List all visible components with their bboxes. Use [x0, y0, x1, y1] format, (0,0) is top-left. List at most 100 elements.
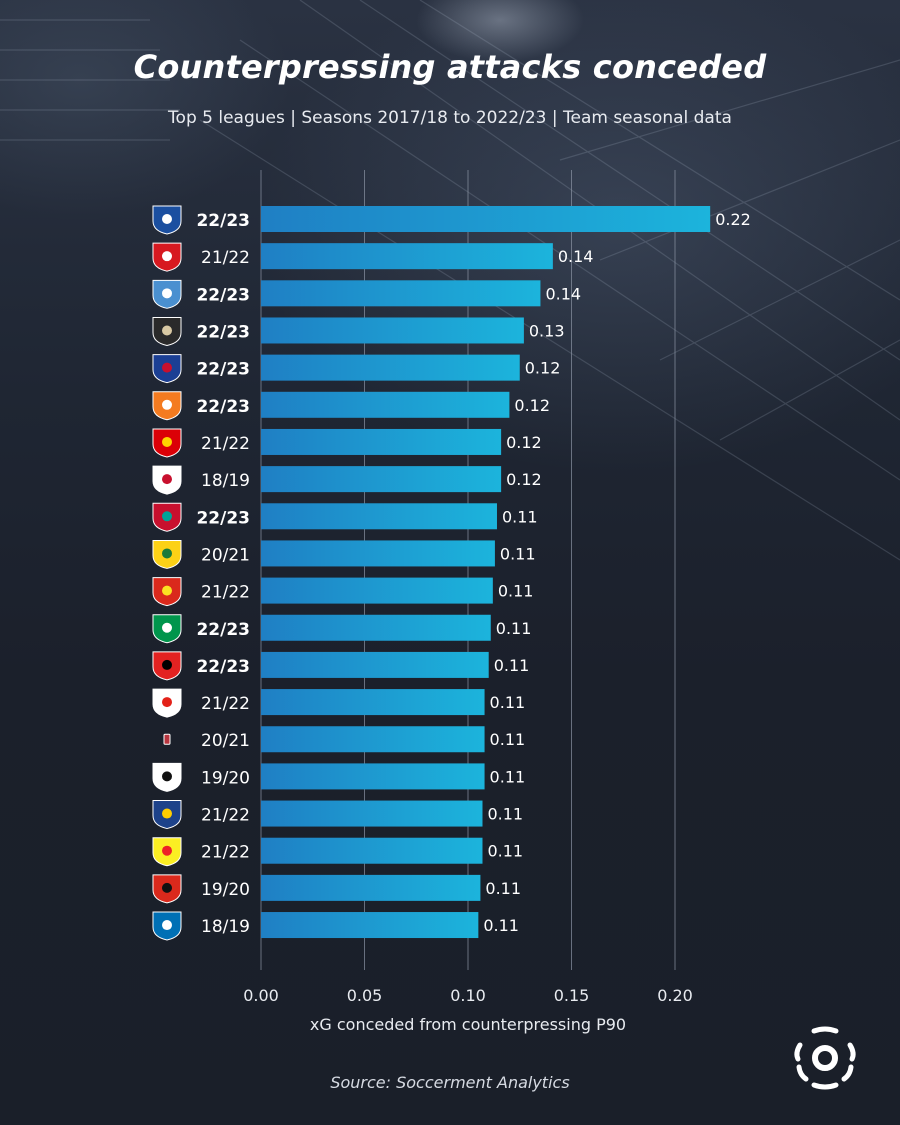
crest-emblem: [162, 251, 172, 262]
data-label: 0.11: [490, 730, 526, 749]
x-tick-label: 0.20: [657, 986, 693, 1005]
manchester-united-crest-icon: [152, 577, 182, 607]
bar: [261, 317, 524, 344]
bar: [261, 912, 479, 939]
bournemouth-crest-icon: [152, 874, 182, 904]
watford-crest-icon: [152, 837, 182, 867]
bar: [261, 354, 520, 381]
data-label: 0.12: [514, 396, 550, 415]
season-label: 19/20: [201, 768, 250, 788]
crystal-palace-crest-icon: [152, 354, 182, 384]
crotone-crest-icon: [163, 733, 171, 745]
data-label: 0.11: [500, 544, 536, 563]
season-label: 21/22: [201, 434, 250, 454]
data-label: 0.12: [525, 359, 561, 378]
crest-emblem: [162, 362, 172, 373]
soccerment-ball-logo-icon: [794, 1026, 856, 1090]
arsenal-crest-icon: [152, 428, 182, 458]
chelsea-crest-icon: [152, 205, 182, 235]
bar: [261, 391, 510, 418]
x-tick-label: 0.00: [243, 986, 279, 1005]
cardiff-crest-icon: [152, 911, 182, 941]
crest-emblem: [162, 214, 172, 224]
bar: [261, 577, 493, 604]
data-label: 0.13: [529, 321, 565, 340]
crest-emblem: [162, 845, 172, 856]
data-label: 0.14: [558, 247, 594, 266]
crest-emblem: [162, 511, 172, 522]
real-betis-crest-icon: [152, 614, 182, 644]
liverpool-crest-icon: [152, 502, 182, 532]
data-label: 0.12: [506, 470, 542, 489]
source-note: Source: Soccerment Analytics: [330, 1073, 570, 1092]
crest-emblem: [162, 920, 172, 931]
season-label: 21/22: [201, 583, 250, 603]
spezia-crest-icon: [152, 316, 182, 346]
season-label: 22/23: [196, 211, 250, 231]
data-label: 0.11: [490, 693, 526, 712]
leeds-crest-icon: [152, 800, 182, 830]
season-label: 21/22: [201, 694, 250, 714]
crest-emblem: [162, 622, 172, 633]
crest-emblem: [162, 771, 172, 782]
lorient-crest-icon: [152, 391, 182, 421]
data-label: 0.11: [487, 842, 523, 861]
chart-subtitle: Top 5 leagues | Seasons 2017/18 to 2022/…: [168, 108, 732, 128]
bar: [261, 503, 497, 530]
bar: [261, 243, 553, 270]
augsburg-crest-icon: [152, 465, 182, 495]
crest-emblem: [162, 436, 172, 447]
bar: [261, 651, 489, 678]
crest-emblem: [162, 659, 172, 670]
bar: [261, 763, 485, 790]
chart-title: Counterpressing attacks conceded: [133, 48, 767, 86]
crest-emblem: [162, 399, 172, 410]
data-label: 0.11: [502, 507, 538, 526]
data-label: 0.11: [498, 582, 534, 601]
auxerre-crest-icon: [152, 279, 182, 309]
data-label: 0.12: [506, 433, 542, 452]
season-label: 22/23: [196, 285, 250, 305]
bar: [261, 280, 541, 307]
bar: [261, 466, 502, 493]
data-label: 0.11: [496, 619, 532, 638]
data-label: 0.11: [494, 656, 530, 675]
crest-emblem: [162, 697, 172, 708]
leverkusen-crest-icon: [152, 651, 182, 681]
season-label: 19/20: [201, 880, 250, 900]
season-label: 18/19: [201, 917, 250, 937]
crest-emblem: [162, 808, 172, 819]
bar: [261, 837, 483, 864]
crest-emblem: [162, 474, 172, 485]
season-label: 21/22: [201, 806, 250, 826]
data-label: 0.11: [483, 916, 519, 935]
x-tick-label: 0.05: [347, 986, 383, 1005]
data-label: 0.11: [487, 805, 523, 824]
crest-emblem: [162, 548, 172, 559]
bar: [261, 428, 502, 455]
bar: [261, 206, 711, 232]
data-label: 0.14: [545, 284, 581, 303]
season-label: 22/23: [196, 657, 250, 677]
data-label: 0.22: [715, 210, 751, 229]
southampton-crest-icon: [152, 242, 182, 272]
crest-emblem: [162, 882, 172, 893]
bar: [261, 800, 483, 827]
season-label: 22/23: [196, 397, 250, 417]
season-label: 22/23: [196, 620, 250, 640]
x-tick-label: 0.10: [450, 986, 486, 1005]
season-label: 18/19: [201, 471, 250, 491]
bar: [261, 726, 485, 753]
bar: [261, 874, 481, 901]
season-label: 21/22: [201, 248, 250, 268]
crest-shape: [163, 733, 171, 745]
data-label: 0.11: [485, 879, 521, 898]
season-label: 21/22: [201, 843, 250, 863]
season-label: 22/23: [196, 360, 250, 380]
season-label: 20/21: [201, 731, 250, 751]
nantes-crest-icon: [152, 539, 182, 569]
crest-emblem: [162, 585, 172, 596]
bar: [261, 540, 495, 567]
freiburg-crest-icon: [152, 762, 182, 792]
